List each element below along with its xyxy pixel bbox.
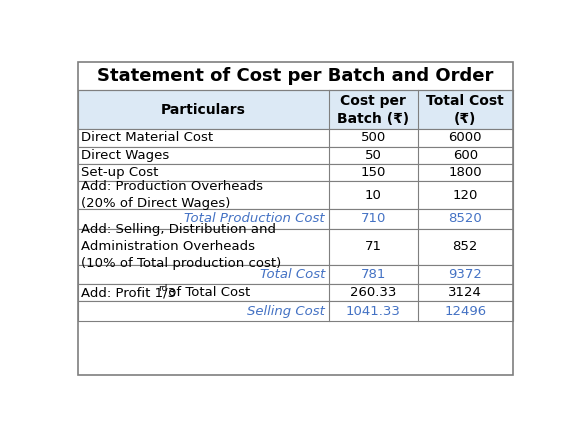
Text: Direct Wages: Direct Wages	[81, 149, 169, 162]
Text: Cost per
Batch (₹): Cost per Batch (₹)	[338, 94, 410, 126]
Text: Add: Profit 1/3: Add: Profit 1/3	[81, 286, 176, 299]
Bar	[78, 181, 513, 209]
Text: 500: 500	[361, 132, 386, 145]
Text: 6000: 6000	[449, 132, 482, 145]
Text: 710: 710	[361, 213, 386, 226]
Text: 1800: 1800	[449, 166, 482, 179]
Text: 260.33: 260.33	[350, 286, 396, 299]
Bar	[78, 164, 513, 181]
Text: Add: Selling, Distribution and
Administration Overheads
(10% of Total production: Add: Selling, Distribution and Administr…	[81, 223, 282, 270]
Text: 3124: 3124	[448, 286, 482, 299]
Bar	[78, 301, 513, 321]
Bar	[78, 284, 513, 301]
Text: Direct Material Cost: Direct Material Cost	[81, 132, 214, 145]
Text: Selling Cost: Selling Cost	[247, 305, 325, 318]
Text: Particulars: Particulars	[161, 103, 246, 117]
Text: 50: 50	[365, 149, 382, 162]
Text: Add: Production Overheads
(20% of Direct Wages): Add: Production Overheads (20% of Direct…	[81, 180, 263, 210]
Text: Total Production Cost: Total Production Cost	[184, 213, 325, 226]
Text: 852: 852	[453, 240, 478, 253]
Text: Set-up Cost: Set-up Cost	[81, 166, 159, 179]
Text: 71: 71	[365, 240, 382, 253]
Text: 781: 781	[361, 268, 386, 281]
Bar	[78, 147, 513, 164]
Text: 10: 10	[365, 189, 382, 202]
Text: Total Cost: Total Cost	[260, 268, 325, 281]
Bar	[78, 90, 513, 129]
Bar	[78, 229, 513, 265]
Text: 600: 600	[453, 149, 478, 162]
Bar	[78, 209, 513, 229]
Text: 150: 150	[361, 166, 386, 179]
Text: rd: rd	[158, 284, 168, 293]
Text: 9372: 9372	[448, 268, 482, 281]
Text: 8520: 8520	[448, 213, 482, 226]
Bar	[78, 129, 513, 147]
Text: 1041.33: 1041.33	[346, 305, 401, 318]
Text: Statement of Cost per Batch and Order: Statement of Cost per Batch and Order	[97, 67, 494, 85]
Text: Total Cost
(₹): Total Cost (₹)	[426, 94, 504, 126]
Text: 12496: 12496	[444, 305, 486, 318]
Text: of Total Cost: of Total Cost	[164, 286, 251, 299]
Text: 120: 120	[453, 189, 478, 202]
Bar	[78, 265, 513, 284]
